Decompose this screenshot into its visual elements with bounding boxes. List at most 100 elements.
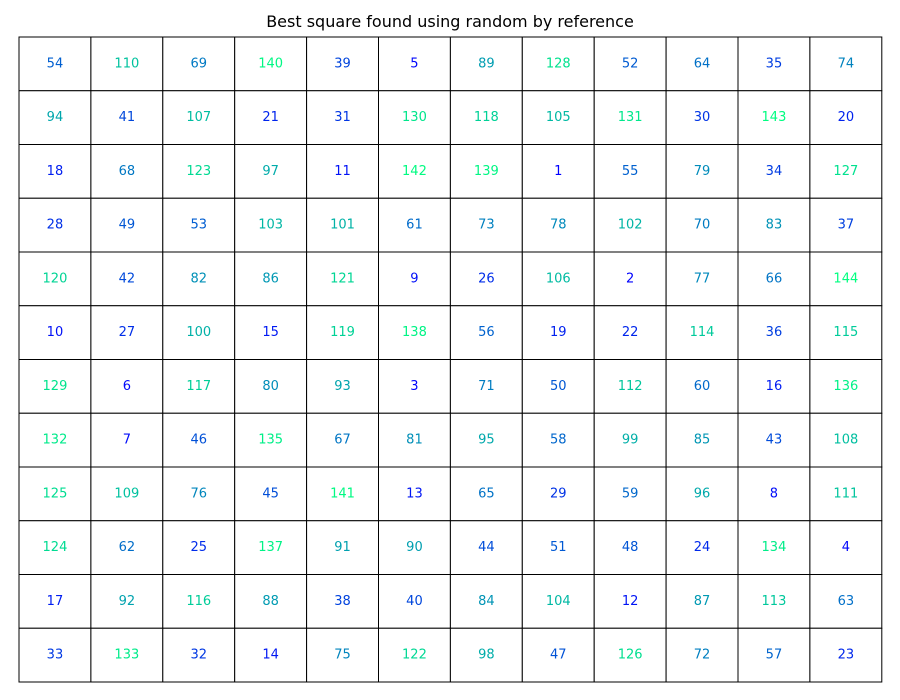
grid-cell (162, 520, 236, 575)
cell-value-label: 68 (119, 164, 136, 179)
grid-cell (306, 197, 380, 253)
cell-value-label: 22 (622, 325, 639, 340)
cell-value-label: 110 (114, 56, 139, 71)
grid-cell (90, 305, 164, 360)
grid-cell (18, 197, 92, 253)
cell-value-label: 108 (833, 433, 858, 448)
cell-value-label: 101 (330, 218, 355, 233)
cell-value-label: 8 (770, 486, 778, 501)
grid-cell (737, 520, 811, 575)
cell-value-label: 33 (47, 648, 64, 663)
grid-cell (306, 412, 380, 468)
cell-value-label: 13 (406, 486, 423, 501)
cell-value-label: 90 (406, 540, 423, 555)
cell-value-label: 6 (123, 379, 131, 394)
cell-value-label: 71 (478, 379, 495, 394)
grid-cell (162, 197, 236, 253)
cell-value-label: 79 (694, 164, 711, 179)
grid-cell (665, 574, 739, 629)
cell-value-label: 45 (262, 486, 279, 501)
cell-value-label: 104 (546, 594, 571, 609)
grid-cell (737, 36, 811, 92)
cell-value-label: 38 (334, 594, 351, 609)
cell-value-label: 67 (334, 433, 351, 448)
grid-cell (90, 251, 164, 307)
cell-value-label: 136 (833, 379, 858, 394)
cell-value-label: 24 (694, 540, 711, 555)
cell-value-label: 16 (766, 379, 783, 394)
grid-cell (737, 574, 811, 629)
grid-cell (449, 627, 523, 683)
cell-value-label: 74 (838, 56, 855, 71)
cell-value-label: 122 (402, 648, 427, 663)
cell-value-label: 83 (766, 218, 783, 233)
grid-cell (234, 251, 308, 307)
cell-value-label: 51 (550, 540, 567, 555)
cell-value-label: 63 (838, 594, 855, 609)
cell-value-label: 93 (334, 379, 351, 394)
grid-cell (809, 197, 883, 253)
cell-value-label: 82 (190, 271, 207, 286)
grid-cell (521, 520, 595, 575)
cell-value-label: 18 (47, 164, 64, 179)
cell-value-label: 77 (694, 271, 711, 286)
cell-value-label: 99 (622, 433, 639, 448)
cell-value-label: 113 (762, 594, 787, 609)
cell-value-label: 75 (334, 648, 351, 663)
cell-value-label: 117 (186, 379, 211, 394)
cell-value-label: 43 (766, 433, 783, 448)
grid-cell (521, 144, 595, 199)
cell-value-label: 78 (550, 218, 567, 233)
grid-cell (593, 36, 667, 92)
grid-cell (809, 412, 883, 468)
cell-value-label: 46 (190, 433, 207, 448)
cell-value-label: 52 (622, 56, 639, 71)
grid-cell (162, 144, 236, 199)
cell-value-label: 65 (478, 486, 495, 501)
grid-cell (18, 305, 92, 360)
cell-value-label: 9 (410, 271, 418, 286)
grid-cell (521, 574, 595, 629)
cell-value-label: 11 (334, 164, 351, 179)
cell-value-label: 134 (762, 540, 787, 555)
cell-value-label: 5 (410, 56, 418, 71)
cell-value-label: 91 (334, 540, 351, 555)
cell-value-label: 92 (119, 594, 136, 609)
grid-cell (809, 520, 883, 575)
cell-value-label: 141 (330, 486, 355, 501)
grid-cell (306, 359, 380, 414)
cell-value-label: 12 (622, 594, 639, 609)
grid-cell (809, 251, 883, 307)
cell-value-label: 123 (186, 164, 211, 179)
grid-cell (737, 305, 811, 360)
grid-cell (593, 305, 667, 360)
grid-cell (449, 197, 523, 253)
cell-value-label: 131 (618, 110, 643, 125)
grid-cell (665, 359, 739, 414)
grid-cell (737, 251, 811, 307)
cell-value-label: 7 (123, 433, 131, 448)
grid-cell (449, 144, 523, 199)
cell-value-label: 109 (114, 486, 139, 501)
cell-value-label: 56 (478, 325, 495, 340)
cell-value-label: 14 (262, 648, 279, 663)
cell-value-label: 84 (478, 594, 495, 609)
grid-cell (809, 574, 883, 629)
grid-cells (18, 36, 883, 683)
grid-cell (18, 466, 92, 522)
grid-cell (449, 251, 523, 307)
cell-value-label: 60 (694, 379, 711, 394)
cell-value-label: 139 (474, 164, 499, 179)
grid-cell (306, 305, 380, 360)
cell-value-label: 55 (622, 164, 639, 179)
cell-value-label: 48 (622, 540, 639, 555)
grid-cell (521, 36, 595, 92)
cell-value-label: 47 (550, 648, 567, 663)
cell-value-label: 87 (694, 594, 711, 609)
cell-value-label: 40 (406, 594, 423, 609)
cell-value-label: 32 (190, 648, 207, 663)
cell-value-label: 80 (262, 379, 279, 394)
grid-cell (90, 574, 164, 629)
cell-value-label: 20 (838, 110, 855, 125)
cell-value-label: 85 (694, 433, 711, 448)
